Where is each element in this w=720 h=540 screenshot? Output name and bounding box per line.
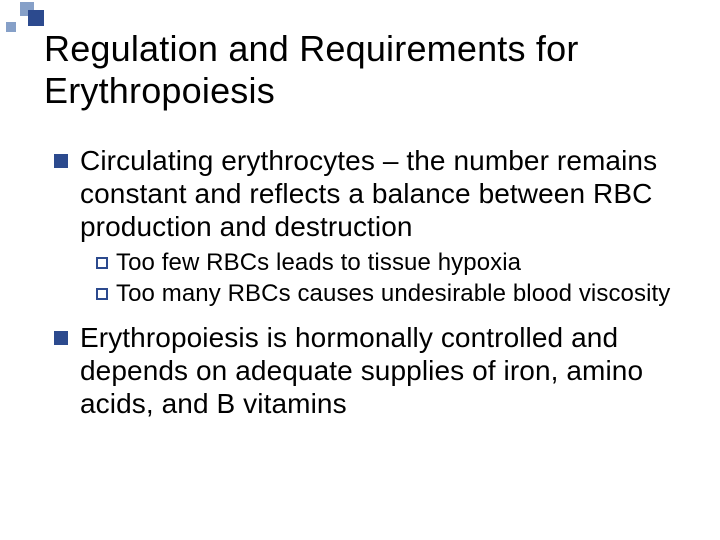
deco-square [28, 10, 44, 26]
bullet-text: Circulating erythrocytes – the number re… [80, 144, 690, 243]
sub-bullet-text: Too many RBCs causes undesirable blood v… [116, 280, 670, 309]
sub-bullet-item: Too few RBCs leads to tissue hypoxia [96, 249, 690, 278]
slide-body: Circulating erythrocytes – the number re… [54, 144, 690, 426]
square-bullet-icon [54, 154, 68, 168]
sub-bullet-group: Too few RBCs leads to tissue hypoxia Too… [96, 249, 690, 309]
sub-bullet-text: Too few RBCs leads to tissue hypoxia [116, 249, 521, 278]
bullet-item: Erythropoiesis is hormonally controlled … [54, 321, 690, 420]
sub-bullet-item: Too many RBCs causes undesirable blood v… [96, 280, 690, 309]
slide-title: Regulation and Requirements for Erythrop… [44, 28, 690, 113]
bullet-item: Circulating erythrocytes – the number re… [54, 144, 690, 243]
hollow-square-bullet-icon [96, 257, 108, 269]
bullet-text: Erythropoiesis is hormonally controlled … [80, 321, 690, 420]
square-bullet-icon [54, 331, 68, 345]
slide-corner-decoration [0, 0, 48, 40]
deco-square [6, 22, 16, 32]
hollow-square-bullet-icon [96, 288, 108, 300]
